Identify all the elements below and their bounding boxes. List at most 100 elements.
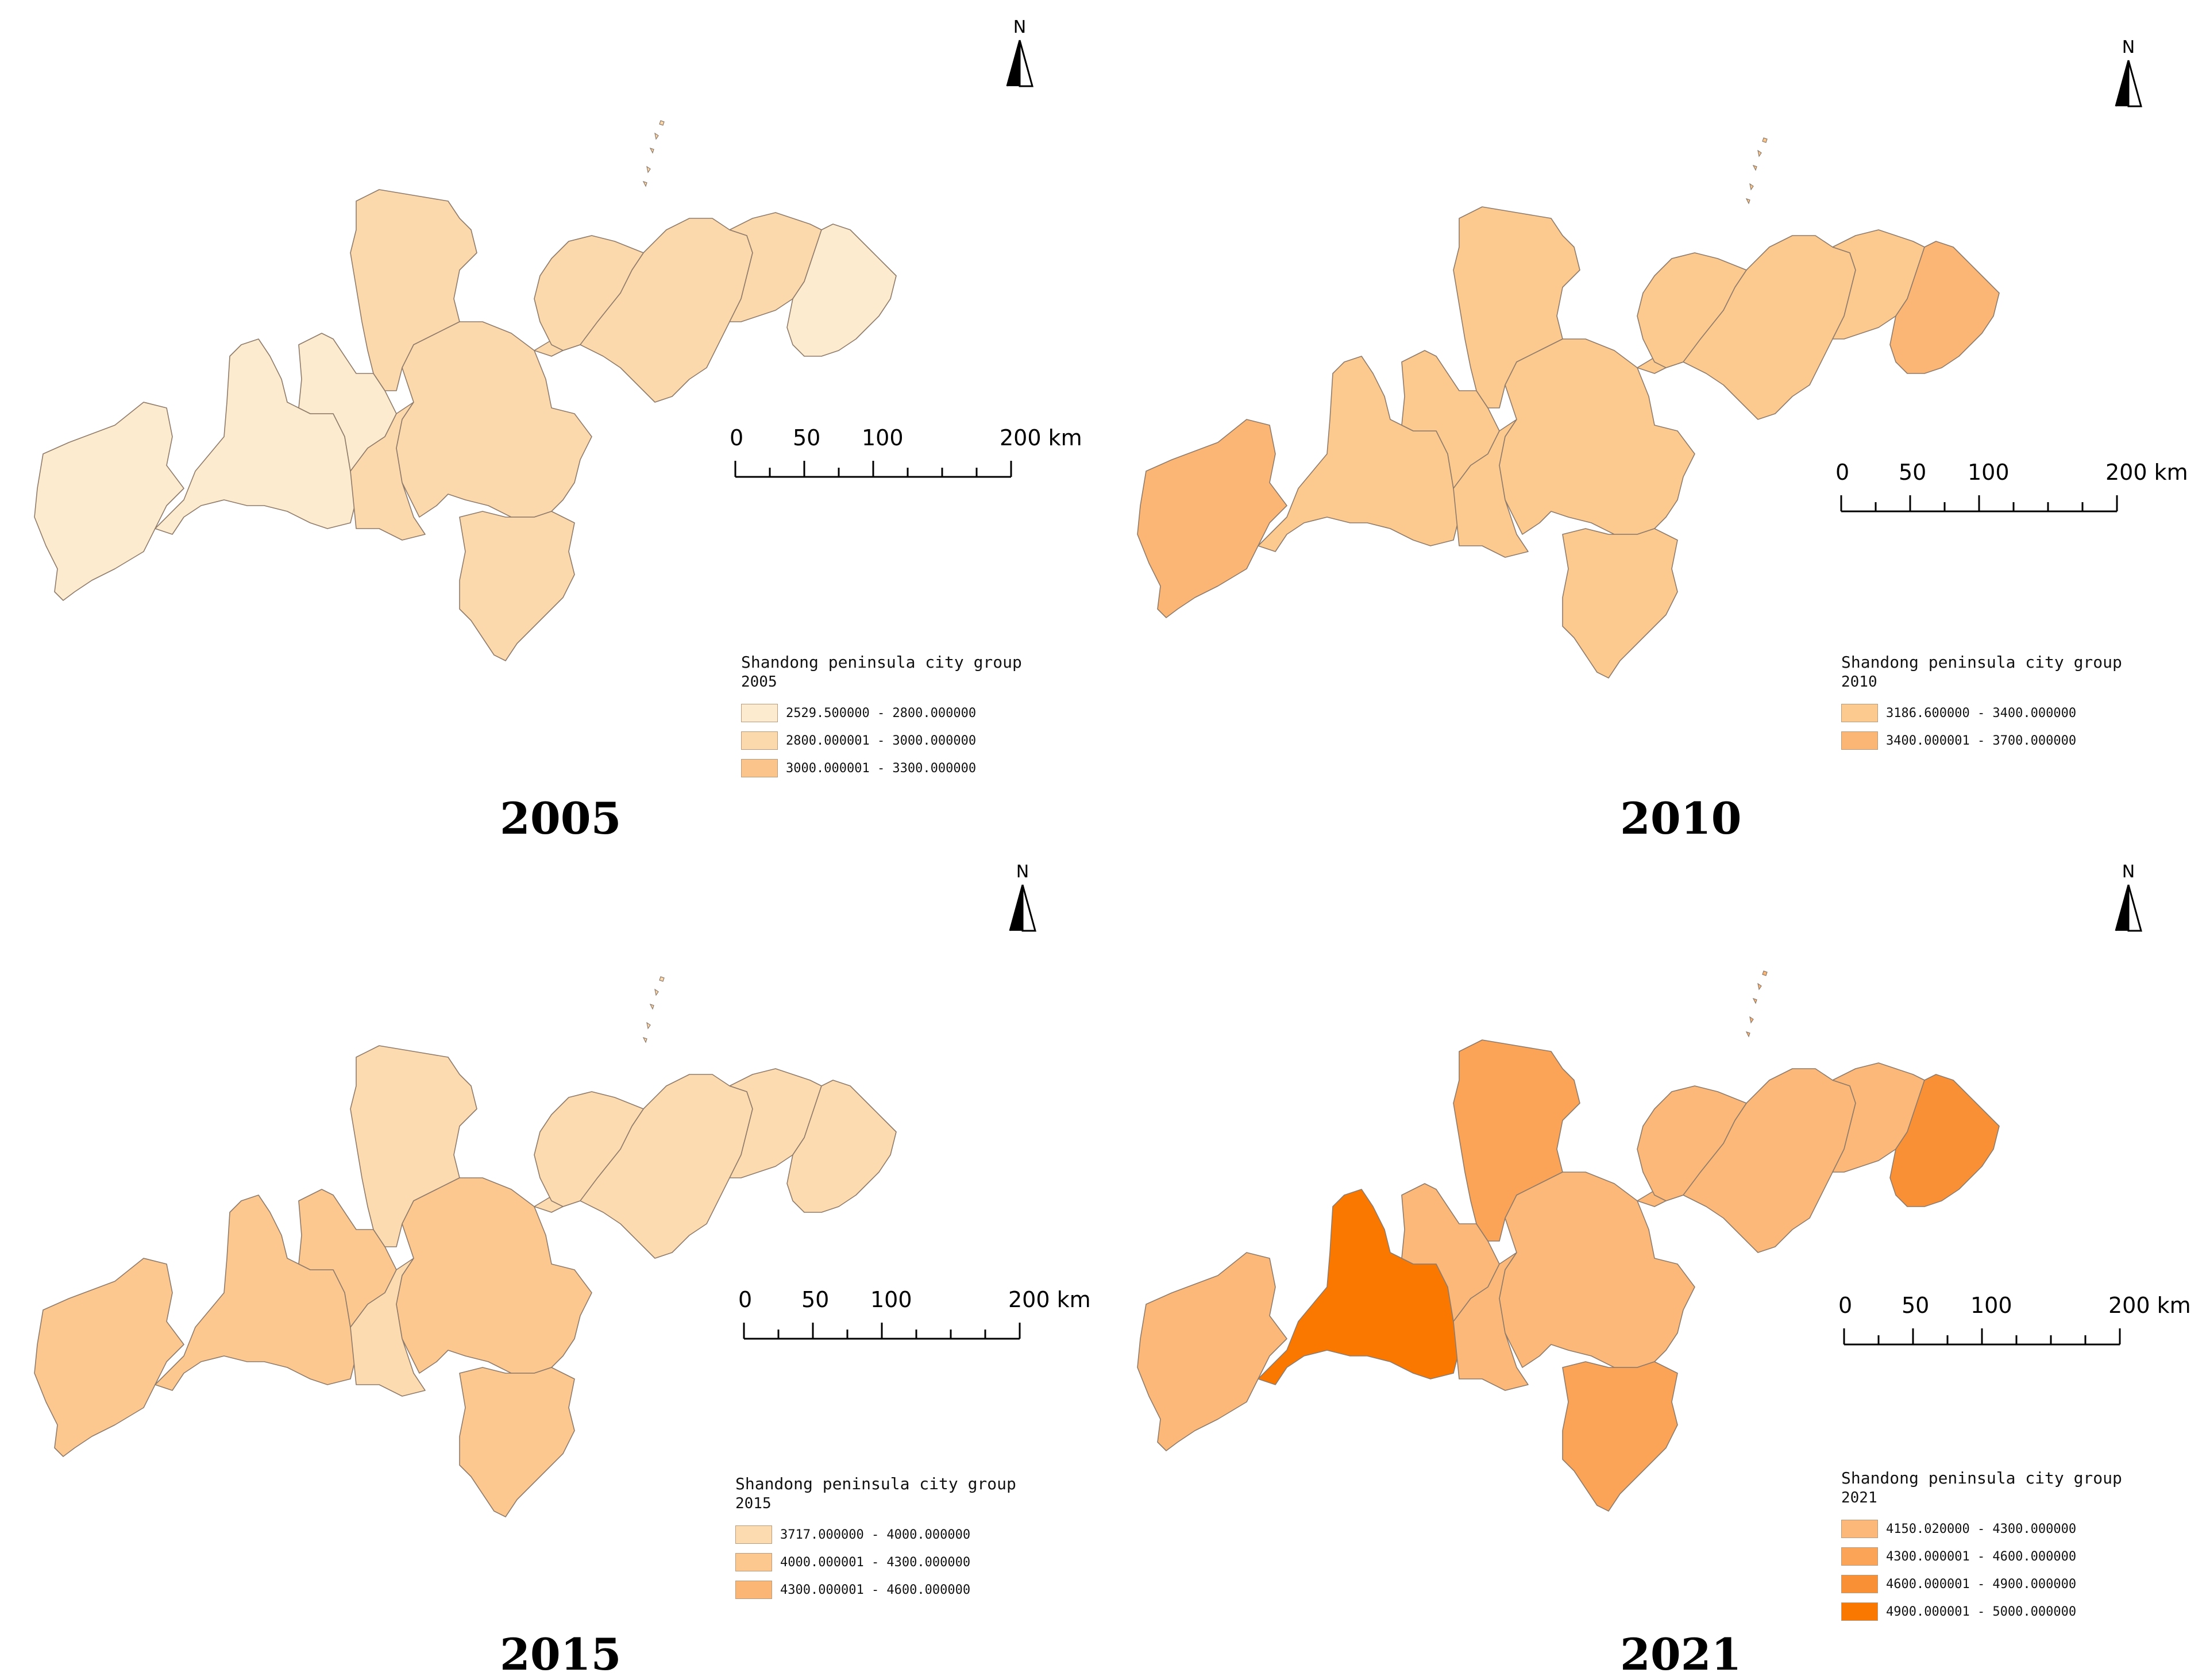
legend-swatch: [741, 704, 778, 722]
region-west: [34, 402, 184, 601]
scale-bar: 0 50 100 200 km: [738, 1287, 1091, 1362]
map-panel-2005: N 0 50 100 200 km Shandong peninsula city gro…: [0, 0, 1103, 844]
region-west: [1137, 419, 1287, 618]
scale-label: 100: [862, 425, 904, 450]
legend-title: Shandong peninsula city group: [1841, 653, 2122, 672]
legend-swatch: [1841, 1520, 1878, 1538]
choropleth-map: [34, 120, 897, 661]
region-west: [1137, 1252, 1287, 1451]
region-weihai: [786, 1080, 897, 1213]
legend-label: 2529.500000 - 2800.000000: [786, 706, 977, 720]
map-panel-2015: N 0 50 100 200 km Shandong peninsula city gro…: [0, 839, 1103, 1680]
legend-swatch: [1841, 1602, 1878, 1621]
scale-label: 200 km: [2105, 460, 2188, 485]
scale-label: 50: [1899, 460, 1927, 485]
legend-label: 4000.000001 - 4300.000000: [780, 1555, 971, 1570]
region-zibo: [1499, 338, 1695, 535]
scale-label: 200 km: [1000, 425, 1082, 450]
choropleth-map: [34, 976, 897, 1517]
scale-bar: 0 50 100 200 km: [1835, 460, 2188, 534]
scale-label: 0: [1838, 1293, 1853, 1318]
north-label: N: [1013, 17, 1027, 37]
north-label: N: [1016, 862, 1029, 882]
scale-label: 100: [870, 1287, 912, 1312]
north-arrow-icon: N: [2105, 862, 2151, 942]
region-linyi: [459, 1367, 575, 1517]
legend-item: 4000.000001 - 4300.000000: [735, 1548, 1034, 1576]
legend-swatch: [735, 1525, 772, 1544]
region-rizhao: [534, 235, 644, 351]
legend-title: Shandong peninsula city group: [1841, 1469, 2122, 1488]
legend-item: 3000.000001 - 3300.000000: [741, 754, 1040, 782]
north-arrow-icon: N: [1000, 862, 1046, 942]
legend-label: 3717.000000 - 4000.000000: [780, 1527, 971, 1542]
legend-swatch: [741, 731, 778, 750]
region-rizhao: [534, 1091, 644, 1207]
legend-subtitle: 2005: [741, 673, 777, 691]
legend-title: Shandong peninsula city group: [735, 1474, 1016, 1493]
map-panel-2010: N 0 50 100 200 km Shandong peninsula city gro…: [1103, 0, 2206, 844]
legend: Shandong peninsula city group 2021 4150.02…: [1841, 1468, 2140, 1625]
islands: [1745, 970, 1768, 1038]
legend-label: 4600.000001 - 4900.000000: [1886, 1577, 2077, 1592]
legend-label: 4300.000001 - 4600.000000: [780, 1582, 971, 1597]
legend-subtitle: 2015: [735, 1495, 772, 1512]
scale-bar: 0 50 100 200 km: [730, 425, 1082, 500]
region-zibo: [396, 1177, 592, 1374]
north-arrow-icon: N: [2105, 37, 2151, 118]
legend-label: 3000.000001 - 3300.000000: [786, 761, 977, 776]
legend-swatch: [735, 1581, 772, 1599]
legend-item: 3400.000001 - 3700.000000: [1841, 727, 2140, 754]
legend-item: 3717.000000 - 4000.000000: [735, 1521, 1034, 1548]
legend-item: 4300.000001 - 4600.000000: [735, 1576, 1034, 1604]
region-zibo: [1499, 1172, 1695, 1368]
islands: [642, 120, 665, 187]
legend-subtitle: 2021: [1841, 1489, 1877, 1506]
legend-swatch: [1841, 1575, 1878, 1593]
legend-swatch: [735, 1553, 772, 1571]
legend-subtitle: 2010: [1841, 673, 1877, 691]
legend-item: 3186.600000 - 3400.000000: [1841, 699, 2140, 727]
region-linyi: [459, 511, 575, 661]
legend-item: 4900.000001 - 5000.000000: [1841, 1598, 2140, 1625]
region-rizhao: [1637, 252, 1747, 368]
choropleth-map: [1137, 137, 2000, 679]
legend: Shandong peninsula city group 2015 3717.00…: [735, 1474, 1034, 1604]
legend: Shandong peninsula city group 2010 3186.60…: [1841, 652, 2140, 754]
legend-item: 2529.500000 - 2800.000000: [741, 699, 1040, 727]
legend-label: 4900.000001 - 5000.000000: [1886, 1604, 2077, 1619]
legend-label: 4300.000001 - 4600.000000: [1886, 1549, 2077, 1564]
scale-bar: 0 50 100 200 km: [1838, 1293, 2191, 1367]
year-label: 2005: [500, 793, 622, 844]
year-label: 2021: [1620, 1629, 1742, 1680]
north-label: N: [2122, 862, 2135, 882]
legend-label: 3186.600000 - 3400.000000: [1886, 706, 2077, 720]
region-weihai: [1889, 1074, 2000, 1207]
year-label: 2010: [1620, 793, 1742, 844]
legend-swatch: [1841, 1547, 1878, 1566]
scale-label: 0: [730, 425, 744, 450]
year-label: 2015: [500, 1629, 622, 1680]
legend-item: 4600.000001 - 4900.000000: [1841, 1570, 2140, 1598]
scale-label: 200 km: [2108, 1293, 2191, 1318]
scale-label: 100: [1968, 460, 2010, 485]
region-weihai: [786, 224, 897, 357]
scale-label: 0: [1835, 460, 1850, 485]
scale-label: 100: [1970, 1293, 2012, 1318]
region-zibo: [396, 321, 592, 518]
islands: [1745, 137, 1768, 205]
legend-item: 2800.000001 - 3000.000000: [741, 727, 1040, 754]
north-label: N: [2122, 37, 2135, 57]
legend-label: 3400.000001 - 3700.000000: [1886, 733, 2077, 748]
region-rizhao: [1637, 1085, 1747, 1201]
legend-item: 4300.000001 - 4600.000000: [1841, 1543, 2140, 1570]
legend-swatch: [741, 759, 778, 777]
legend-swatch: [1841, 731, 1878, 750]
islands: [642, 976, 665, 1043]
legend-label: 4150.020000 - 4300.000000: [1886, 1521, 2077, 1536]
north-arrow-icon: N: [997, 17, 1043, 98]
scale-label: 0: [738, 1287, 753, 1312]
map-panel-2021: N 0 50 100 200 km Shandong peninsula city gro…: [1103, 839, 2206, 1680]
region-west: [34, 1258, 184, 1457]
region-linyi: [1562, 1361, 1678, 1512]
